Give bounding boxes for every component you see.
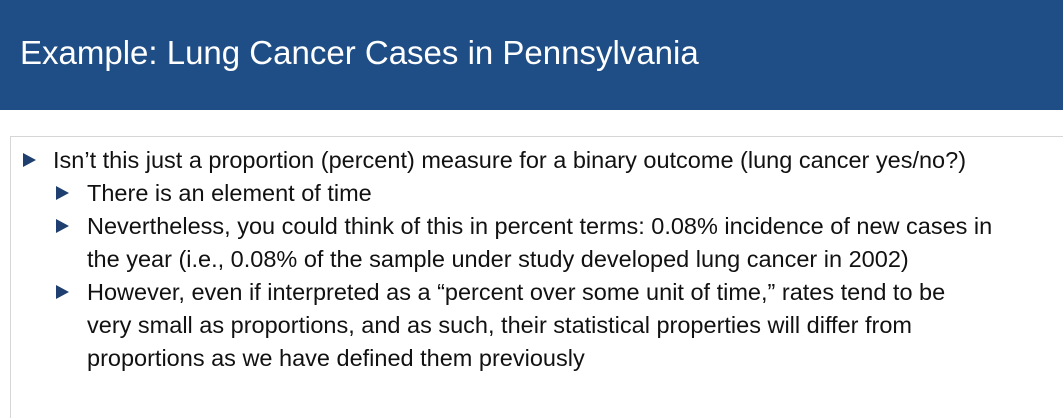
sub-bullet-text-continued: proportions as we have defined them prev… [87, 345, 585, 371]
slide-title: Example: Lung Cancer Cases in Pennsylvan… [20, 34, 699, 71]
content-area [10, 136, 1063, 418]
sub-bullet-triangle-icon [56, 285, 69, 299]
sub-bullet-triangle-icon [56, 186, 69, 200]
title-bar: Example: Lung Cancer Cases in Pennsylvan… [0, 0, 1063, 110]
sub-bullet-text: Nevertheless, you could think of this in… [87, 213, 993, 239]
sub-bullet-triangle-icon [56, 219, 69, 233]
sub-bullet-text-continued: very small as proportions, and as such, … [87, 312, 913, 338]
bullet-text: Isn’t this just a proportion (percent) m… [53, 147, 967, 173]
sub-bullet-text-continued: the year (i.e., 0.08% of the sample unde… [87, 246, 909, 272]
sub-bullet-text: However, even if interpreted as a “perce… [87, 279, 946, 305]
bullet-triangle-icon [23, 153, 36, 167]
sub-bullet-text: There is an element of time [87, 180, 372, 206]
